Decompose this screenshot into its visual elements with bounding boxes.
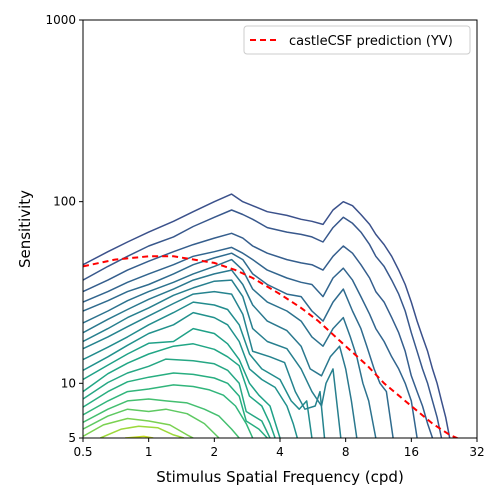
contour-line-1 bbox=[100, 425, 185, 438]
y-tick-label: 1000 bbox=[45, 13, 76, 27]
contour-line-18 bbox=[83, 232, 434, 438]
y-axis-ticks: 5 10 100 1000 bbox=[45, 13, 83, 445]
contour-line-13 bbox=[83, 279, 342, 438]
y-tick-label: 5 bbox=[68, 431, 76, 445]
contour-line-17 bbox=[83, 246, 418, 438]
contour-line-2 bbox=[83, 417, 194, 438]
x-tick-label: 16 bbox=[404, 445, 419, 459]
contour-line-5 bbox=[83, 384, 254, 438]
x-tick-label: 1 bbox=[145, 445, 153, 459]
contour-lines-group bbox=[83, 193, 451, 438]
contour-line-14 bbox=[83, 269, 358, 438]
x-axis-label: Stimulus Spatial Frequency (cpd) bbox=[156, 468, 404, 486]
legend-box bbox=[243, 25, 471, 55]
contour-line-11 bbox=[83, 301, 313, 438]
contour-line-9 bbox=[83, 327, 281, 438]
contour-line-12 bbox=[83, 290, 326, 438]
contour-line-3 bbox=[83, 408, 220, 438]
contour-line-10 bbox=[83, 311, 299, 438]
y-axis-label: Sensitivity bbox=[16, 190, 34, 268]
prediction-curve bbox=[83, 255, 460, 438]
contour-line-8 bbox=[83, 343, 276, 438]
contour-line-7 bbox=[83, 358, 271, 438]
legend-entry-label: castleCSF prediction (YV) bbox=[289, 34, 453, 49]
contour-line-6 bbox=[83, 372, 268, 438]
x-tick-label: 4 bbox=[276, 445, 284, 459]
y-tick-label: 100 bbox=[53, 195, 76, 209]
x-axis-ticks: 0.5 1 2 4 8 16 32 bbox=[73, 438, 485, 459]
x-tick-label: 2 bbox=[211, 445, 219, 459]
y-tick-label: 10 bbox=[61, 376, 76, 390]
x-tick-label: 8 bbox=[342, 445, 350, 459]
legend: castleCSF prediction (YV) bbox=[243, 25, 471, 55]
x-tick-label: 0.5 bbox=[73, 445, 92, 459]
contour-line-0 bbox=[125, 435, 154, 438]
prediction-curve-group bbox=[83, 255, 460, 438]
contour-line-19 bbox=[83, 209, 443, 438]
contour-line-16 bbox=[83, 252, 394, 438]
plot-area bbox=[83, 20, 477, 438]
x-tick-label: 32 bbox=[469, 445, 484, 459]
contour-line-20 bbox=[83, 193, 451, 438]
contour-line-4 bbox=[83, 398, 240, 438]
contour-line-15 bbox=[83, 258, 377, 438]
